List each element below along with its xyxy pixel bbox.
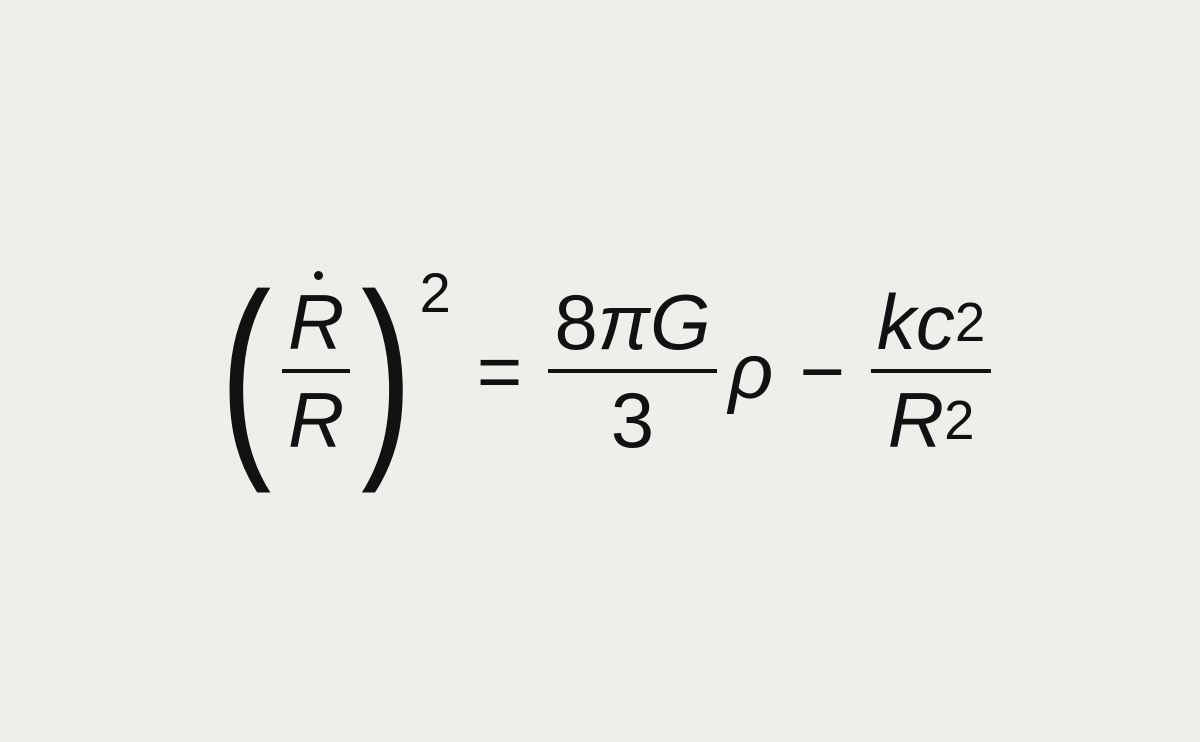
rdot-over-r: R R (282, 275, 350, 467)
r-exponent: 2 (944, 394, 974, 449)
squared-exponent: 2 (420, 265, 451, 321)
r-denominator: R (282, 373, 350, 467)
rho: ρ (717, 332, 774, 410)
pi: π (598, 283, 650, 361)
friedmann-equation: ( R R ) 2 = 8 π G 3 ρ − k (209, 275, 992, 467)
open-paren: ( (220, 283, 271, 459)
eight: 8 (554, 283, 597, 361)
kc2-over-r2: k c 2 R 2 (871, 275, 991, 467)
r-dot-letter: R (288, 278, 344, 366)
minus-sign: − (773, 332, 871, 410)
r-dot: R (288, 283, 344, 361)
close-paren: ) (361, 283, 412, 459)
equals-sign: = (451, 332, 549, 410)
c: c (916, 283, 955, 361)
big-r: R (888, 381, 944, 459)
c-exponent: 2 (955, 296, 985, 351)
big-g: G (650, 283, 711, 361)
three: 3 (605, 373, 660, 467)
lhs-group: ( R R ) 2 (209, 275, 451, 467)
k: k (877, 283, 916, 361)
eight-pi-g-over-3: 8 π G 3 (548, 275, 716, 467)
